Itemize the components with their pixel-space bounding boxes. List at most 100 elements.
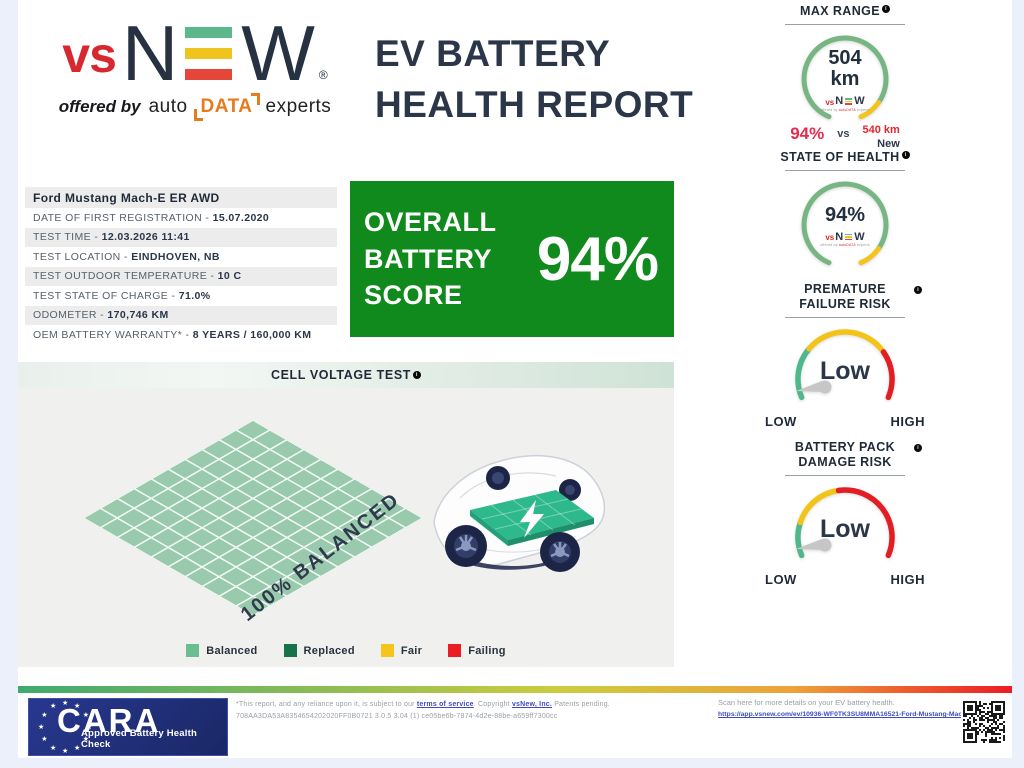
battery-pack-damage-risk-gauge: BATTERY PACK DAMAGE RISK i Low LOW <box>750 440 940 587</box>
score-label: OVERALL BATTERY SCORE <box>364 207 497 311</box>
scan-text: Scan here for more details on your EV ba… <box>718 698 895 707</box>
replaced-swatch <box>283 644 297 657</box>
row-label: TEST STATE OF CHARGE - <box>33 289 179 302</box>
title-underline <box>785 24 905 25</box>
max-range-value: 504 <box>828 47 862 70</box>
logo-vs-text: vs <box>62 26 117 83</box>
logo-letter-w: W <box>241 9 315 97</box>
row-value: EINDHOVEN, NB <box>131 250 220 263</box>
table-row: TEST OUTDOOR TEMPERATURE - 10 C <box>25 266 337 286</box>
range-ring-arc <box>801 35 889 120</box>
soh-ring-arc <box>801 181 889 266</box>
pfr-scale-labels: LOW HIGH <box>750 414 940 429</box>
info-icon[interactable]: i <box>914 444 922 452</box>
new-range: 540 km New <box>862 124 899 152</box>
info-icon[interactable]: i <box>901 151 910 160</box>
low-label: LOW <box>765 414 797 429</box>
range-comparison: 94% vs 540 km New <box>750 124 940 152</box>
legend-item-balanced: Balanced <box>186 644 257 657</box>
cara-stars: ★ ★ ★ ★ ★ ★ ★ ★ ★ ★ ★ ★ <box>33 700 105 755</box>
row-label: TEST LOCATION - <box>33 250 132 263</box>
logo-letter-n: N <box>121 9 178 97</box>
legend-item-replaced: Replaced <box>283 644 355 657</box>
bpdr-value: Low <box>820 515 870 543</box>
qr-code-svg <box>963 701 1005 743</box>
vs-label: vs <box>837 128 850 140</box>
premature-failure-risk-gauge: PREMATURE FAILURE RISK i Low LOW <box>750 282 940 429</box>
row-label: ODOMETER - <box>33 309 108 322</box>
star-icon: ★ <box>62 748 69 755</box>
balanced-swatch <box>186 644 200 657</box>
logo-e-bars-icon <box>185 26 233 80</box>
page-title: EV BATTERY HEALTH REPORT <box>375 28 693 130</box>
new-range-value: 540 km <box>862 124 900 136</box>
legend-label: Fair <box>400 644 423 657</box>
report-url-link[interactable]: https://app.vsnew.com/ev/10936-WF0TK3SU8… <box>718 711 1003 719</box>
terms-of-service-link[interactable]: terms of service <box>416 701 474 708</box>
info-icon[interactable]: i <box>882 5 890 14</box>
tagline-auto: auto <box>148 95 188 117</box>
max-range-unit: km <box>830 68 860 91</box>
row-label: TEST OUTDOOR TEMPERATURE - <box>33 270 218 283</box>
title-underline <box>785 475 905 476</box>
new-range-label: New <box>877 137 900 150</box>
star-icon: ★ <box>41 736 48 743</box>
table-row: DATE OF FIRST REGISTRATION - 15.07.2020 <box>25 208 337 228</box>
legend-item-fair: Fair <box>380 644 423 657</box>
row-label: OEM BATTERY WARRANTY* - <box>33 328 193 341</box>
vsnew-inc-link[interactable]: vsNew, Inc. <box>511 701 553 708</box>
legal-line1: *This report, and any reliance upon it, … <box>236 701 610 708</box>
star-icon: ★ <box>82 736 90 743</box>
mini-e-bars-icon <box>845 98 853 105</box>
legend-label: Replaced <box>303 644 355 657</box>
tagline-data-badge: DATA <box>193 92 260 121</box>
soh-title: STATE OF HEALTH i <box>750 150 940 165</box>
tagline-offered-by: offered by <box>58 96 141 116</box>
mini-e-bars-icon <box>845 233 853 241</box>
star-icon: ★ <box>50 744 57 752</box>
qr-code <box>961 699 1007 745</box>
row-value: 15.07.2020 <box>212 211 270 224</box>
legend-item-failing: Failing <box>448 644 506 657</box>
row-value: 12.03.2026 11:41 <box>101 231 190 244</box>
high-label: HIGH <box>890 572 925 587</box>
row-label: DATE OF FIRST REGISTRATION - <box>33 211 213 224</box>
table-row: TEST STATE OF CHARGE - 71.0% <box>25 286 337 306</box>
low-label: LOW <box>765 572 797 587</box>
star-icon: ★ <box>74 744 81 752</box>
legend-label: Failing <box>468 644 506 657</box>
scan-block: Scan here for more details on your EV ba… <box>718 697 1003 720</box>
failing-swatch <box>448 644 462 657</box>
mini-tagline: offered by autoDATA experts <box>820 243 870 248</box>
star-icon: ★ <box>86 724 93 731</box>
cara-tagline: Approved Battery Health Check <box>81 728 197 750</box>
vehicle-info-table: Ford Mustang Mach-E ER AWD DATE OF FIRST… <box>25 187 337 345</box>
bpdr-title: BATTERY PACK DAMAGE RISK <box>794 440 896 469</box>
row-value: 10 C <box>217 270 242 283</box>
row-label: TEST TIME - <box>33 231 102 244</box>
pfr-value: Low <box>820 357 870 385</box>
table-row: OEM BATTERY WARRANTY* - 8 YEARS / 160,00… <box>25 325 337 345</box>
report-canvas: vs N W ® offered by auto DATA experts EV… <box>18 0 1012 758</box>
cell-legend: Balanced Replaced Fair Failing <box>18 644 674 657</box>
mini-tagline: offered by autoDATA experts <box>820 107 870 112</box>
bpdr-scale-labels: LOW HIGH <box>750 572 940 587</box>
info-icon[interactable]: i <box>914 286 922 294</box>
table-row: ODOMETER - 170,746 KM <box>25 305 337 325</box>
range-percent: 94% <box>790 124 825 143</box>
max-range-title: MAX RANGE i <box>750 4 940 19</box>
page-title-line2: HEALTH REPORT <box>375 84 694 126</box>
star-icon: ★ <box>82 712 90 719</box>
title-underline <box>785 170 905 171</box>
cell-voltage-test-panel: CELL VOLTAGE TEST i 100% BALANCED <box>18 362 674 667</box>
state-of-health-gauge: STATE OF HEALTH i 94% vs N W offered by auto… <box>750 150 940 273</box>
legal-text: *This report, and any reliance upon it, … <box>236 699 706 723</box>
bpdr-dial: Low <box>780 483 910 569</box>
table-row: TEST TIME - 12.03.2026 11:41 <box>25 227 337 247</box>
star-icon: ★ <box>38 724 45 731</box>
star-icon: ★ <box>50 703 57 711</box>
cara-name: CARA <box>57 702 161 739</box>
pfr-dial: Low <box>780 325 910 411</box>
info-icon[interactable]: i <box>413 371 422 379</box>
